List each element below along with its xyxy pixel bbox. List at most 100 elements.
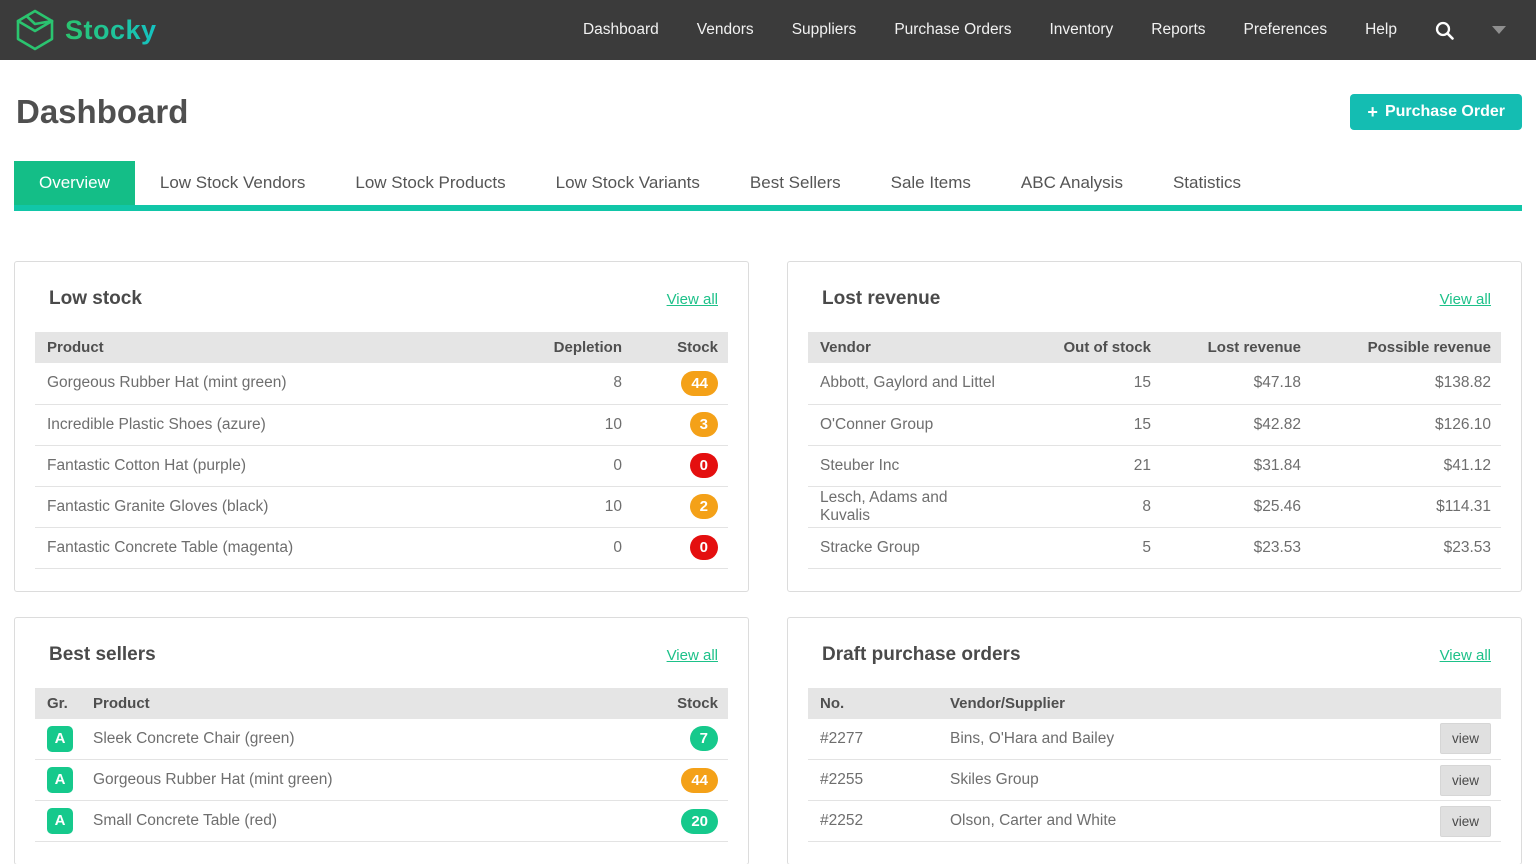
- vendor-name: Stracke Group: [808, 527, 1011, 568]
- grade-badge: A: [47, 767, 73, 793]
- best-sellers-title: Best sellers: [49, 644, 156, 666]
- tabs-underline: [14, 205, 1522, 211]
- best-sellers-view-all-link[interactable]: View all: [667, 647, 718, 664]
- brand-name: Stocky: [65, 15, 157, 46]
- table-row: Abbott, Gaylord and Littel 15 $47.18 $13…: [808, 363, 1501, 404]
- possible-revenue-value: $23.53: [1311, 527, 1501, 568]
- stock-badge: 20: [681, 809, 718, 834]
- grade-badge: A: [47, 808, 73, 834]
- nav-item[interactable]: Dashboard: [583, 21, 659, 39]
- stocky-cube-icon: [14, 8, 56, 52]
- best-sellers-table: Gr. Product Stock A Sleek Concrete Chair…: [35, 688, 728, 843]
- out-of-stock-value: 8: [1011, 486, 1161, 527]
- view-button[interactable]: view: [1440, 806, 1491, 837]
- depletion-value: 8: [512, 363, 632, 404]
- tab[interactable]: Low Stock Vendors: [135, 161, 331, 205]
- product-name: Sleek Concrete Chair (green): [83, 719, 632, 760]
- tab[interactable]: Sale Items: [866, 161, 996, 205]
- order-number: #2255: [808, 760, 940, 801]
- depletion-value: 10: [512, 486, 632, 527]
- table-row: Steuber Inc 21 $31.84 $41.12: [808, 445, 1501, 486]
- tab[interactable]: ABC Analysis: [996, 161, 1148, 205]
- table-row: A Small Concrete Table (red) 20: [35, 801, 728, 842]
- tab[interactable]: Low Stock Variants: [531, 161, 725, 205]
- nav-item[interactable]: Preferences: [1244, 21, 1328, 39]
- table-row: Stracke Group 5 $23.53 $23.53: [808, 527, 1501, 568]
- vendor-name: O'Conner Group: [808, 404, 1011, 445]
- table-row: #2255 Skiles Group view: [808, 760, 1501, 801]
- table-row: Lesch, Adams and Kuvalis 8 $25.46 $114.3…: [808, 486, 1501, 527]
- lost-revenue-view-all-link[interactable]: View all: [1440, 291, 1491, 308]
- nav-item[interactable]: Reports: [1151, 21, 1205, 39]
- low-stock-card: Low stock View all Product Depletion Sto…: [14, 261, 749, 592]
- low-stock-view-all-link[interactable]: View all: [667, 291, 718, 308]
- tab[interactable]: Overview: [14, 161, 135, 205]
- top-nav: Stocky Dashboard Vendors Suppliers Purch…: [0, 0, 1536, 60]
- vendor-name: Steuber Inc: [808, 445, 1011, 486]
- possible-revenue-value: $41.12: [1311, 445, 1501, 486]
- page-content: Dashboard + Purchase Order Overview Low …: [0, 93, 1536, 864]
- product-name: Gorgeous Rubber Hat (mint green): [35, 363, 512, 404]
- column-header: Product: [35, 332, 512, 363]
- out-of-stock-value: 21: [1011, 445, 1161, 486]
- lost-revenue-value: $25.46: [1161, 486, 1311, 527]
- chevron-down-icon[interactable]: [1492, 26, 1506, 34]
- column-header: Gr.: [35, 688, 83, 719]
- draft-purchase-orders-table: No. Vendor/Supplier #2277 Bins, O'Hara a…: [808, 688, 1501, 843]
- nav-items: Dashboard Vendors Suppliers Purchase Ord…: [583, 21, 1506, 40]
- nav-item[interactable]: Help: [1365, 21, 1397, 39]
- table-row: O'Conner Group 15 $42.82 $126.10: [808, 404, 1501, 445]
- purchase-order-button-label: Purchase Order: [1385, 103, 1505, 121]
- view-button[interactable]: view: [1440, 723, 1491, 754]
- order-number: #2252: [808, 801, 940, 842]
- stock-badge: 2: [690, 494, 718, 519]
- tab[interactable]: Low Stock Products: [330, 161, 530, 205]
- search-icon[interactable]: [1435, 21, 1454, 40]
- stock-badge: 7: [690, 726, 718, 751]
- draft-purchase-orders-title: Draft purchase orders: [822, 644, 1021, 666]
- lost-revenue-value: $23.53: [1161, 527, 1311, 568]
- brand-logo[interactable]: Stocky: [14, 8, 157, 52]
- table-row: Fantastic Concrete Table (magenta) 0 0: [35, 527, 728, 568]
- lost-revenue-card: Lost revenue View all Vendor Out of stoc…: [787, 261, 1522, 592]
- low-stock-title: Low stock: [49, 288, 142, 310]
- out-of-stock-value: 5: [1011, 527, 1161, 568]
- purchase-order-button[interactable]: + Purchase Order: [1350, 94, 1522, 130]
- best-sellers-card: Best sellers View all Gr. Product Stock …: [14, 617, 749, 864]
- plus-icon: +: [1367, 103, 1378, 121]
- stock-badge: 0: [690, 453, 718, 478]
- column-header: Product: [83, 688, 632, 719]
- nav-item[interactable]: Purchase Orders: [894, 21, 1011, 39]
- lost-revenue-table: Vendor Out of stock Lost revenue Possibl…: [808, 332, 1501, 569]
- column-header: Stock: [632, 332, 728, 363]
- out-of-stock-value: 15: [1011, 404, 1161, 445]
- stock-badge: 44: [681, 371, 718, 396]
- stock-badge: 44: [681, 768, 718, 793]
- table-row: Fantastic Granite Gloves (black) 10 2: [35, 486, 728, 527]
- lost-revenue-value: $31.84: [1161, 445, 1311, 486]
- table-row: A Gorgeous Rubber Hat (mint green) 44: [35, 760, 728, 801]
- product-name: Small Concrete Table (red): [83, 801, 632, 842]
- nav-item[interactable]: Vendors: [697, 21, 754, 39]
- table-row: Gorgeous Rubber Hat (mint green) 8 44: [35, 363, 728, 404]
- column-header: [1417, 688, 1501, 719]
- nav-item[interactable]: Suppliers: [792, 21, 857, 39]
- column-header: Possible revenue: [1311, 332, 1501, 363]
- vendor-name: Lesch, Adams and Kuvalis: [808, 486, 1011, 527]
- view-button[interactable]: view: [1440, 765, 1491, 796]
- draft-purchase-orders-view-all-link[interactable]: View all: [1440, 647, 1491, 664]
- grade-badge: A: [47, 726, 73, 752]
- column-header: No.: [808, 688, 940, 719]
- order-number: #2277: [808, 719, 940, 760]
- lost-revenue-value: $47.18: [1161, 363, 1311, 404]
- tab[interactable]: Statistics: [1148, 161, 1266, 205]
- depletion-value: 0: [512, 527, 632, 568]
- tab[interactable]: Best Sellers: [725, 161, 866, 205]
- column-header: Stock: [632, 688, 728, 719]
- nav-item[interactable]: Inventory: [1049, 21, 1113, 39]
- product-name: Fantastic Concrete Table (magenta): [35, 527, 512, 568]
- column-header: Out of stock: [1011, 332, 1161, 363]
- column-header: Vendor/Supplier: [940, 688, 1417, 719]
- possible-revenue-value: $126.10: [1311, 404, 1501, 445]
- vendor-name: Abbott, Gaylord and Littel: [808, 363, 1011, 404]
